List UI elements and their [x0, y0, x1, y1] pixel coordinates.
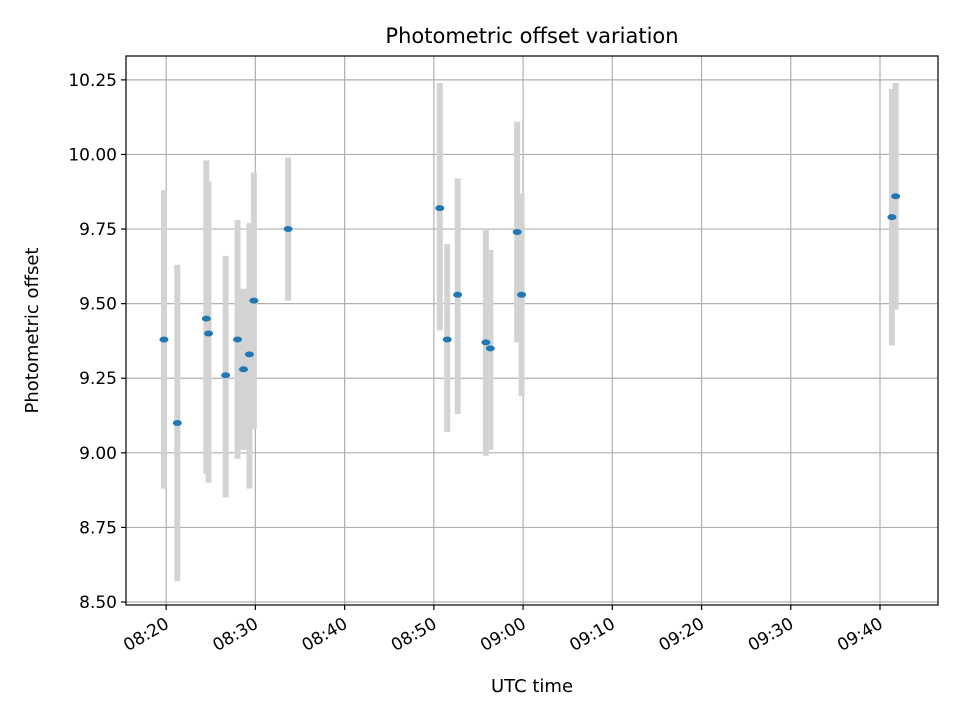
data-point — [485, 345, 495, 352]
data-point — [887, 214, 897, 221]
data-point — [435, 205, 445, 212]
y-tick-label: 10.25 — [68, 71, 117, 91]
data-point — [453, 291, 463, 298]
data-points — [159, 193, 901, 426]
data-point — [233, 336, 243, 343]
x-axis-label: UTC time — [491, 676, 573, 697]
y-axis-ticks: 8.50 8.75 9.00 9.25 9.50 9.75 10.00 10.25 — [68, 71, 126, 613]
data-point — [204, 330, 214, 337]
y-tick-label: 10.00 — [68, 145, 117, 165]
y-tick-label: 8.50 — [79, 593, 117, 613]
y-tick-label: 9.75 — [79, 220, 117, 240]
data-point — [891, 193, 901, 200]
plot-frame — [125, 55, 939, 606]
y-tick-label: 9.00 — [79, 444, 117, 464]
data-point — [249, 297, 259, 304]
data-point — [201, 315, 211, 322]
data-point — [442, 336, 452, 343]
data-point — [481, 339, 491, 346]
y-tick-label: 9.50 — [79, 295, 117, 315]
data-point — [221, 372, 231, 379]
data-point — [172, 419, 182, 426]
data-point — [517, 291, 527, 298]
grid — [126, 56, 938, 605]
data-point — [238, 366, 248, 373]
y-axis-label: Photometric offset — [22, 248, 43, 414]
data-point — [283, 226, 293, 233]
y-tick-label: 9.25 — [79, 369, 117, 389]
y-tick-label: 8.75 — [79, 518, 117, 538]
data-point — [159, 336, 169, 343]
data-point — [512, 229, 522, 236]
data-point — [244, 351, 254, 358]
chart-title: Photometric offset variation — [385, 24, 678, 48]
